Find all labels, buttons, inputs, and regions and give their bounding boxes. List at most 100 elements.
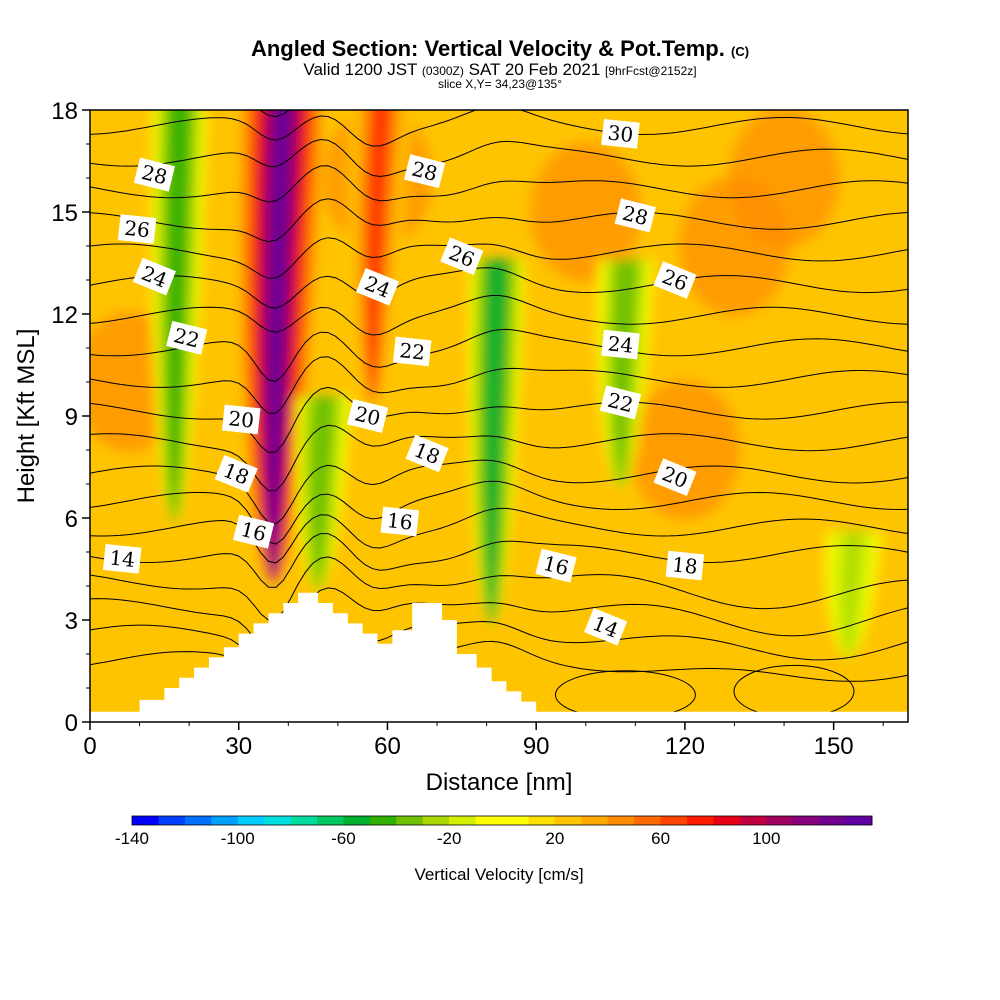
colorbar-swatch (819, 816, 847, 825)
colorbar-swatch (581, 816, 609, 825)
theta-contour-30 (90, 110, 908, 147)
contour-label-box (584, 608, 628, 646)
contour-label-text: 16 (541, 551, 572, 580)
theta-contour-18 (90, 480, 908, 545)
colorbar-swatch (343, 816, 371, 825)
contour-label-box (653, 261, 697, 299)
velocity-bump (729, 110, 840, 248)
theta-contour-28 (90, 165, 908, 203)
velocity-bump (530, 142, 641, 282)
axes: 0 30 60 90 120 150 0 3 6 9 12 15 18 (51, 98, 884, 760)
colorbar-swatch (528, 816, 556, 825)
contour-label-text: 28 (409, 156, 440, 185)
updraft-band (370, 110, 386, 403)
contour-label-text: 14 (108, 546, 136, 573)
theta-contour-20 (90, 424, 908, 492)
contour-label-box (380, 506, 420, 537)
theta-contour-25 (90, 267, 908, 309)
downdraft-band (314, 396, 330, 590)
valid-time: Valid 1200 JST (303, 60, 418, 79)
colorbar-swatch (634, 816, 662, 825)
theta-contour-17 (90, 507, 908, 564)
contour-label-box (214, 455, 258, 493)
contour-label: 28 (403, 154, 446, 189)
colorbar-swatch (766, 816, 794, 825)
chart-title: Angled Section: Vertical Velocity & Pot.… (0, 36, 1000, 62)
contour-label-box (601, 329, 640, 360)
y-tick-label: 15 (51, 200, 78, 227)
colorbar-swatch (396, 816, 424, 825)
theta-contour-23 (90, 328, 908, 382)
contour-label-box (132, 257, 176, 296)
utc-time: (0300Z) (421, 64, 464, 78)
theta-contour-26 (90, 237, 908, 279)
downdraft-band (171, 110, 185, 522)
contour-labels: 1416182022242628242220181628263028262422… (102, 118, 705, 646)
contour-label-box (133, 157, 176, 192)
updraft-band (271, 110, 287, 584)
terrain-mask (90, 592, 908, 722)
chart-title-text: Angled Section: Vertical Velocity & Pot.… (250, 36, 725, 61)
velocity-bump (629, 380, 740, 520)
contour-label-box (117, 214, 157, 244)
x-tick-label: 0 (83, 733, 96, 760)
forecast-info: [9hrFcst@2152z] (605, 64, 697, 78)
theta-contour-14 (90, 587, 908, 655)
colorbar-swatch (449, 816, 477, 825)
colorbar-swatch (422, 816, 450, 825)
contour-label: 24 (601, 329, 640, 360)
contour-label: 14 (102, 543, 142, 574)
colorbar-swatch (792, 816, 820, 825)
contour-label-text: 16 (238, 517, 269, 546)
contour-label-box (535, 548, 577, 583)
contour-label-box (601, 118, 640, 149)
contour-label-box (614, 198, 656, 233)
contour-label-box (599, 385, 642, 420)
contour-label: 22 (166, 320, 208, 355)
y-axis-title: Height [Kft MSL] (13, 329, 40, 504)
contour-label-text: 18 (671, 552, 699, 579)
contour-label-text: 26 (123, 216, 151, 243)
contour-label-box (166, 320, 208, 355)
colorbar-swatch (607, 816, 635, 825)
colorbar-swatch (264, 816, 292, 825)
contour-label-box (403, 154, 446, 189)
colorbar-tick-label: -60 (331, 829, 356, 848)
colorbar-swatch (290, 816, 318, 825)
theta-contour-29 (90, 138, 908, 178)
valid-date: SAT 20 Feb 2021 (468, 60, 601, 79)
contour-label-box (392, 336, 432, 367)
colorbar-swatch (713, 816, 741, 825)
contour-label-text: 16 (386, 508, 414, 535)
colorbar-tick-label: -100 (221, 829, 255, 848)
colorbar-title: Vertical Velocity [cm/s] (414, 865, 583, 884)
contour-label-text: 22 (398, 338, 426, 365)
slice-info: slice X,Y= 34,23@135° (437, 77, 563, 91)
theta-contour-16 (90, 533, 908, 588)
contour-label: 18 (665, 550, 705, 581)
colorbar-swatch (502, 816, 529, 825)
x-tick-label: 150 (814, 733, 854, 760)
theta-contour-15 (90, 556, 908, 621)
y-tick-label: 3 (65, 608, 78, 635)
colorbar-swatch (369, 816, 397, 825)
theta-contour-27 (90, 198, 908, 243)
contour-label: 26 (117, 214, 157, 244)
colorbar-tick-label: -20 (437, 829, 462, 848)
colorbar-swatch (184, 816, 212, 825)
contour-label: 24 (355, 268, 400, 306)
downdraft-band (489, 260, 502, 624)
contour-label-text: 24 (607, 331, 635, 358)
contour-label-text: 28 (139, 160, 170, 189)
contour-label-text: 22 (171, 323, 202, 352)
x-tick-label: 60 (374, 733, 401, 760)
potential-temperature-contours (90, 110, 908, 720)
theta-contour-24 (90, 295, 908, 336)
x-axis-title: Distance [nm] (426, 769, 573, 796)
colorbar-tick-label: -140 (115, 829, 149, 848)
x-tick-label: 120 (665, 733, 705, 760)
colorbar-tick-label: 20 (545, 829, 564, 848)
contour-label-box (232, 514, 275, 549)
colorbar-swatch (660, 816, 688, 825)
terrain (90, 592, 908, 722)
